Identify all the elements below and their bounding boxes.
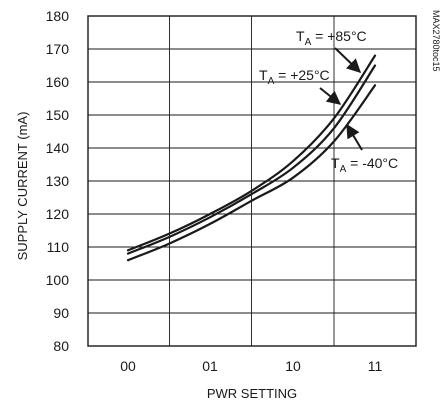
y-tick-label-120: 120 (46, 206, 70, 222)
x-tick-label-11: 11 (368, 358, 383, 374)
y-tick-labels: 80 90 100 110 120 130 140 150 160 170 180 (46, 8, 70, 354)
series-curve-85c (126, 54, 377, 252)
series-label-85c: TA = +85°C (296, 28, 367, 48)
y-tick-label-180: 180 (46, 8, 70, 24)
series-curve-25c (126, 64, 377, 255)
x-tick-label-01: 01 (202, 358, 218, 374)
y-tick-label-170: 170 (46, 41, 70, 57)
x-tick-labels: 00 01 10 11 (120, 358, 382, 374)
leader-arrow-85c (334, 47, 362, 73)
x-axis-title: PWR SETTING (207, 386, 297, 401)
y-axis-title: SUPPLY CURRENT (mA) (15, 112, 30, 261)
y-tick-label-160: 160 (46, 74, 70, 90)
y-tick-label-150: 150 (46, 107, 70, 123)
series-label-minus40c: TA = -40°C (331, 155, 398, 175)
y-tick-label-80: 80 (53, 338, 69, 354)
leader-arrow-minus40c (346, 123, 363, 151)
y-tick-label-100: 100 (46, 272, 70, 288)
plot-frame (87, 15, 417, 347)
x-tick-label-10: 10 (285, 358, 301, 374)
y-tick-label-140: 140 (46, 140, 70, 156)
y-tick-label-90: 90 (53, 305, 69, 321)
series-labels: TA = +85°C TA = +25°C TA = -40°C (259, 28, 398, 175)
leader-arrow-25c (319, 87, 342, 105)
series-curve-minus40c (126, 84, 377, 262)
x-tick-label-00: 00 (120, 358, 136, 374)
grid-lines (88, 16, 416, 346)
y-tick-label-110: 110 (47, 239, 70, 255)
y-tick-label-130: 130 (46, 173, 70, 189)
series-label-25c: TA = +25°C (259, 67, 330, 87)
annotation-arrows (319, 47, 363, 151)
series-curves (126, 54, 377, 262)
part-id-label: MAX2780toc15 (431, 10, 441, 72)
